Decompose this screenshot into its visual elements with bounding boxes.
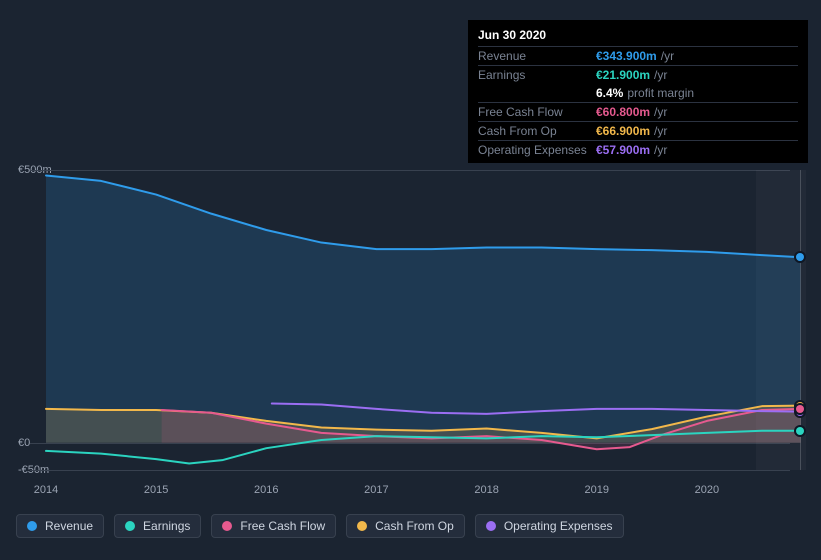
tooltip-rows: Revenue€343.900m/yrEarnings€21.900m/yr6.… (478, 46, 798, 159)
legend-swatch (222, 521, 232, 531)
legend-swatch (486, 521, 496, 531)
gridline (30, 470, 790, 471)
legend-item-earnings[interactable]: Earnings (114, 514, 201, 538)
plot-region (46, 170, 806, 470)
x-tick-label: 2015 (144, 484, 168, 496)
tooltip-row-value: €60.800m (596, 105, 650, 119)
marker-dot-earnings (796, 427, 804, 435)
tooltip-date: Jun 30 2020 (478, 26, 798, 46)
tooltip-row: Earnings€21.900m/yr (478, 65, 798, 84)
x-tick-label: 2014 (34, 484, 58, 496)
x-tick-label: 2019 (584, 484, 608, 496)
tooltip-row-value: €21.900m (596, 68, 650, 82)
tooltip-row-label: Operating Expenses (478, 143, 596, 157)
chart-container: Jun 30 2020 Revenue€343.900m/yrEarnings€… (0, 0, 821, 560)
legend-label: Operating Expenses (504, 519, 613, 533)
x-tick-label: 2017 (364, 484, 388, 496)
tooltip-row-unit: /yr (657, 49, 674, 63)
legend-label: Earnings (143, 519, 190, 533)
tooltip-row-unit: /yr (650, 124, 667, 138)
legend-item-opex[interactable]: Operating Expenses (475, 514, 624, 538)
marker-dot-revenue (796, 253, 804, 261)
tooltip-row-value: 6.4% (596, 86, 623, 100)
x-tick-label: 2016 (254, 484, 278, 496)
tooltip-row-label: Earnings (478, 68, 596, 82)
tooltip-row-label: Revenue (478, 49, 596, 63)
tooltip-row-unit: profit margin (623, 86, 694, 100)
legend-swatch (125, 521, 135, 531)
tooltip-row-unit: /yr (650, 68, 667, 82)
tooltip-row-unit: /yr (650, 105, 667, 119)
tooltip-row-label: Free Cash Flow (478, 105, 596, 119)
hover-marker-line (800, 170, 801, 470)
tooltip-row: Cash From Op€66.900m/yr (478, 121, 798, 140)
x-tick-label: 2020 (695, 484, 719, 496)
tooltip-row-label: Cash From Op (478, 124, 596, 138)
tooltip-row: Revenue€343.900m/yr (478, 46, 798, 65)
chart-area[interactable] (16, 170, 806, 470)
legend-swatch (27, 521, 37, 531)
marker-dot-fcf (796, 405, 804, 413)
legend-item-fcf[interactable]: Free Cash Flow (211, 514, 336, 538)
tooltip-row-unit: /yr (650, 143, 667, 157)
legend: Revenue Earnings Free Cash Flow Cash From O… (16, 514, 624, 538)
tooltip-row-value: €57.900m (596, 143, 650, 157)
tooltip-row-value: €343.900m (596, 49, 657, 63)
legend-label: Cash From Op (375, 519, 454, 533)
tooltip-row: Free Cash Flow€60.800m/yr (478, 102, 798, 121)
legend-label: Revenue (45, 519, 93, 533)
tooltip-row-value: €66.900m (596, 124, 650, 138)
tooltip-row-label (478, 86, 596, 100)
tooltip-row: Operating Expenses€57.900m/yr (478, 140, 798, 159)
legend-item-cashop[interactable]: Cash From Op (346, 514, 465, 538)
x-tick-label: 2018 (474, 484, 498, 496)
tooltip-row: 6.4%profit margin (478, 84, 798, 102)
legend-label: Free Cash Flow (240, 519, 325, 533)
legend-swatch (357, 521, 367, 531)
series-svg (46, 170, 806, 470)
legend-item-revenue[interactable]: Revenue (16, 514, 104, 538)
hover-tooltip: Jun 30 2020 Revenue€343.900m/yrEarnings€… (468, 20, 808, 163)
series-fill-revenue (46, 175, 800, 442)
